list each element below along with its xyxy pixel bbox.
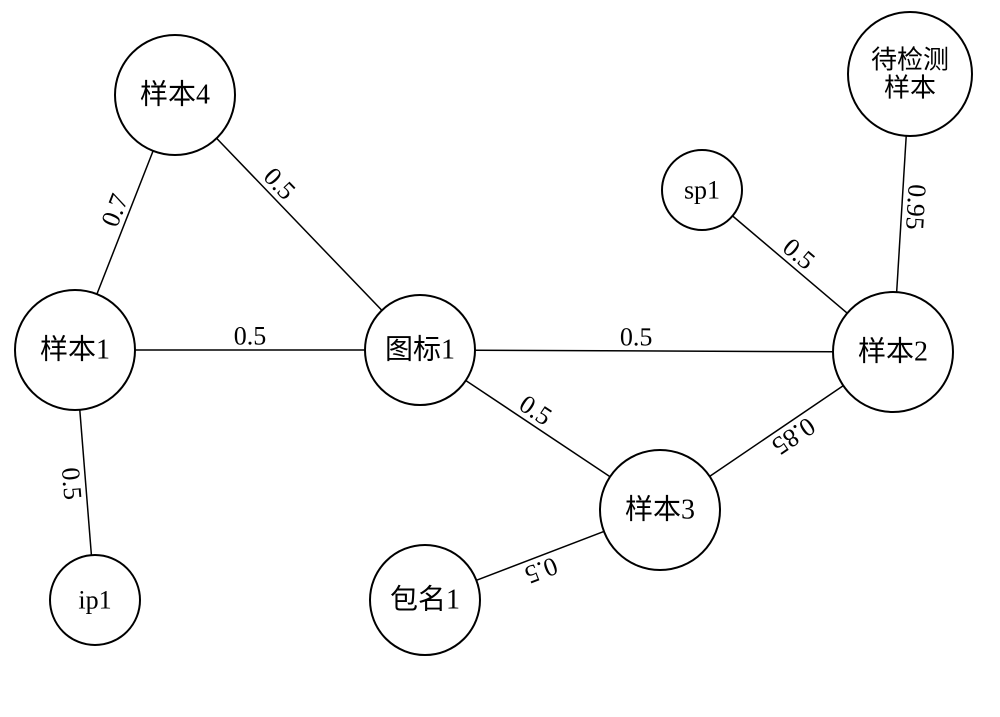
edge-label-icon1-sample2: 0.5 (620, 322, 653, 351)
edge-label-sample4-sample1: 0.7 (95, 190, 134, 231)
node-label-sample1: 样本1 (40, 334, 110, 366)
node-sp1: sp1 (662, 150, 742, 230)
node-sample4: 样本4 (115, 35, 235, 155)
node-label-ip1: ip1 (78, 586, 111, 615)
edge-label-icon1-sample3: 0.5 (514, 389, 557, 431)
node-ip1: ip1 (50, 555, 140, 645)
edges-layer: 0.7 0.5 0.5 0.5 0.5 0.5 0.5 0.95 0.85 0.5 (56, 136, 932, 590)
node-icon1: 图标1 (365, 295, 475, 405)
node-sample1: 样本1 (15, 290, 135, 410)
edge-label-sample1-ip1: 0.5 (56, 466, 87, 501)
nodes-layer: 样本4 待检测样本 sp1 样本1 图标1 样本2 样本3 ip1 包名1 (15, 12, 972, 655)
node-label-pkg1: 包名1 (390, 584, 460, 616)
node-label-sample3: 样本3 (625, 494, 695, 526)
node-label-sp1: sp1 (684, 176, 720, 205)
node-pending: 待检测样本 (848, 12, 972, 136)
edge-icon1-sample2 (475, 350, 833, 352)
edge-label-pkg1-sample3: 0.5 (521, 551, 562, 590)
node-sample2: 样本2 (833, 292, 953, 412)
node-pkg1: 包名1 (370, 545, 480, 655)
edge-label-pending-sample2: 0.95 (900, 183, 932, 230)
node-label-sample2: 样本2 (858, 336, 928, 368)
node-label-pending-line0: 待检测 (871, 46, 949, 75)
node-sample3: 样本3 (600, 450, 720, 570)
network-diagram: 0.70.50.50.50.50.50.50.950.850.5 样本4待检测样… (0, 0, 1000, 717)
edge-label-sample4-icon1: 0.5 (258, 162, 301, 206)
edge-label-sample2-sample3: 0.85 (767, 411, 821, 461)
edge-label-sp1-sample2: 0.5 (777, 232, 821, 275)
node-label-pending-line1: 样本 (884, 74, 936, 103)
edge-label-sample1-icon1: 0.5 (234, 322, 267, 351)
node-label-icon1: 图标1 (385, 334, 455, 366)
edge-sample4-icon1 (217, 138, 382, 310)
node-label-sample4: 样本4 (140, 79, 210, 111)
